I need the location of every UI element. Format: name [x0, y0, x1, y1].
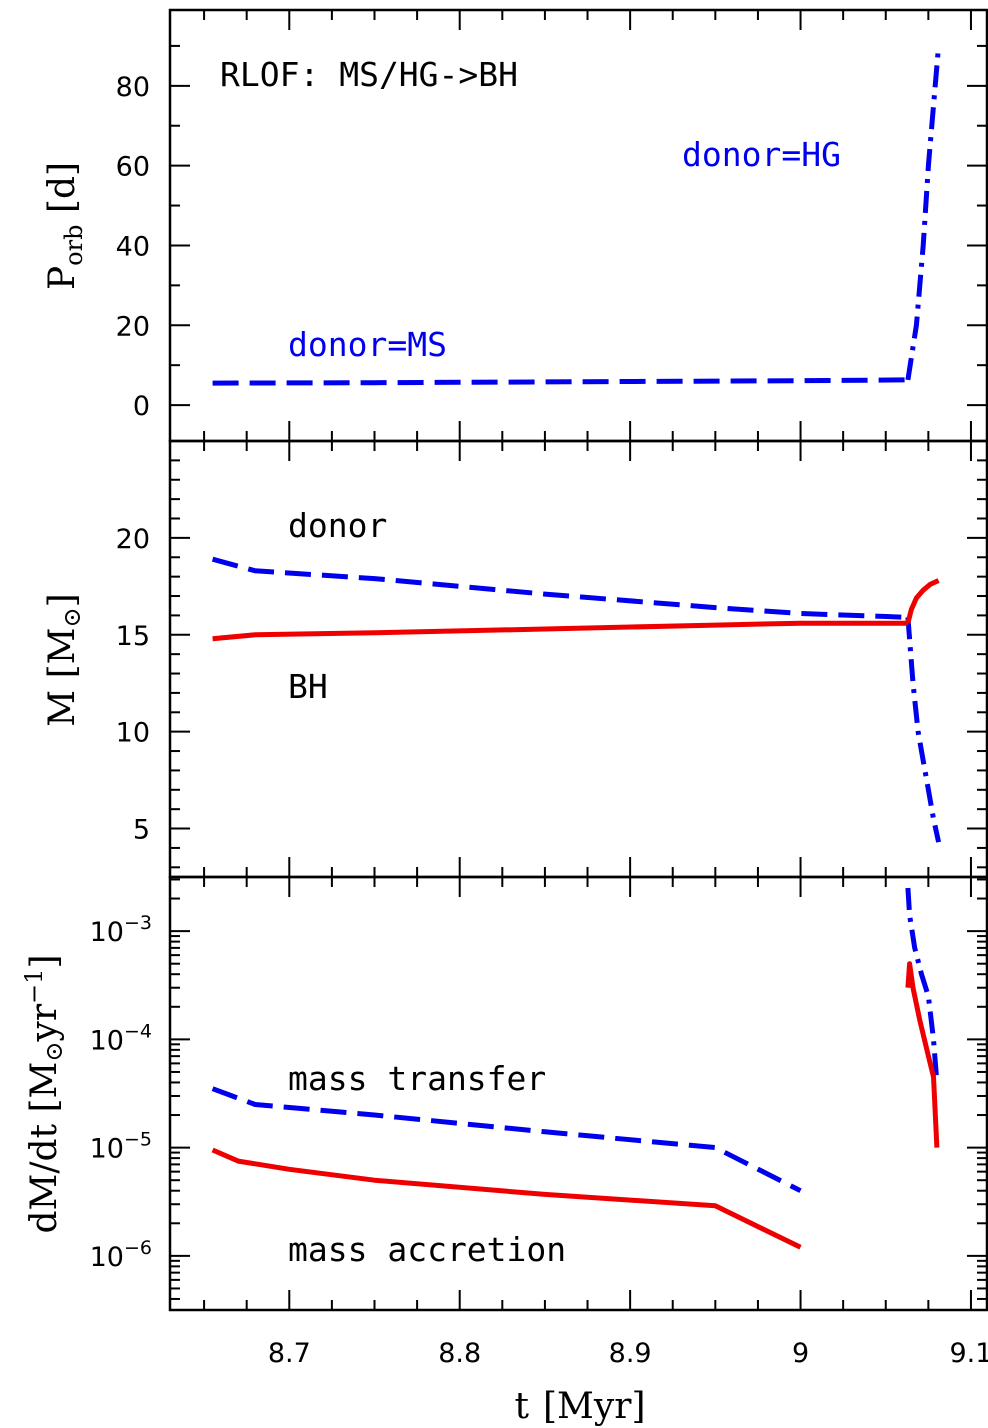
ylabel-porb-sub: orb — [60, 225, 88, 266]
y-tick-label: 0 — [133, 391, 150, 422]
ylabel-mass-unit: [M — [42, 627, 83, 678]
y-tick-base: 10 — [90, 1134, 124, 1165]
y-tick-exp: −3 — [124, 912, 152, 934]
y-tick-label: 80 — [116, 72, 150, 103]
y-tick-label: 10−3 — [90, 912, 152, 948]
x-tick-label: 8.7 — [268, 1338, 311, 1369]
y-tick-label: 5 — [133, 815, 150, 846]
x-tick-label: 8.8 — [438, 1338, 481, 1369]
annotation-donor-hg: donor=HG — [682, 135, 841, 174]
series-mdot-mass-accretion-2 — [211, 1147, 802, 1250]
frame-mdot — [168, 875, 988, 1312]
y-tick-base: 10 — [90, 917, 124, 948]
xlabel-unit: [Myr] — [543, 1386, 646, 1427]
y-tick-label: 60 — [116, 152, 150, 183]
y-tick-label: 10−5 — [90, 1129, 152, 1165]
y-tick-label: 20 — [116, 311, 150, 342]
y-tick-base: 10 — [90, 1242, 124, 1273]
ylabel-porb-base: P — [42, 266, 83, 290]
annotation-mass-transfer: mass transfer — [288, 1059, 546, 1098]
y-tick-label: 15 — [116, 621, 150, 652]
y-tick-label: 20 — [116, 524, 150, 555]
annotation-title: RLOF: MS/HG->BH — [220, 55, 518, 94]
annotation-mass-accretion: mass accretion — [288, 1230, 566, 1269]
annotation-bh: BH — [288, 667, 328, 706]
ylabel-mdot-sun: ⊙ — [40, 1041, 68, 1061]
y-tick-label: 10−4 — [90, 1020, 152, 1056]
ylabel-mdot-unit: yr — [24, 1003, 65, 1042]
series-mdot-mass-transfer-1 — [905, 887, 940, 1083]
ylabel-mdot-main: dM/dt [M — [24, 1062, 65, 1234]
ylabel-porb: Porb [d] — [42, 162, 88, 290]
annotation-donor-ms: donor=MS — [288, 325, 447, 364]
y-tick-label: 40 — [116, 231, 150, 262]
x-tick-label: 8.9 — [609, 1338, 652, 1369]
x-tick-labels: 8.7 8.8 8.9 9 9.1 — [268, 1338, 988, 1369]
ylabel-mdot-exp: −1 — [20, 969, 48, 1004]
y-tick-label: 10−6 — [90, 1237, 152, 1273]
series-porb-donor-hg-1 — [905, 45, 942, 381]
panel-mdot: 10−610−510−410−3 — [90, 875, 988, 1312]
ylabel-porb-unit: [d] — [42, 162, 83, 225]
series-porb-donor-ms-0 — [212, 377, 908, 386]
ylabel-mass-close: ] — [42, 593, 83, 607]
x-tick-label: 9.1 — [949, 1338, 988, 1369]
series-mass-bh-3 — [905, 578, 940, 624]
series-mass-bh-2 — [212, 620, 908, 642]
y-tick-exp: −5 — [124, 1129, 152, 1151]
ylabel-mass: M [M⊙] — [42, 593, 86, 726]
panel-mass: 5 10 15 20 — [116, 439, 988, 879]
y-tick-base: 10 — [90, 1025, 124, 1056]
xlabel: t [Myr] — [515, 1386, 646, 1427]
series-mass-donor-1 — [905, 617, 942, 843]
x-tick-label: 9 — [792, 1338, 809, 1369]
y-tick-label: 10 — [116, 718, 150, 749]
ylabel-mdot: dM/dt [M⊙yr−1] — [20, 955, 68, 1234]
ylabel-mass-main: M — [42, 678, 83, 726]
xlabel-main: t — [515, 1386, 530, 1427]
y-tick-exp: −4 — [124, 1020, 152, 1042]
ylabel-mdot-close: ] — [24, 955, 65, 969]
y-tick-exp: −6 — [124, 1237, 152, 1259]
series-mdot-mass-accretion-3 — [905, 961, 940, 1148]
series-mass-donor-0 — [211, 556, 908, 620]
ylabel-mass-sun: ⊙ — [58, 607, 86, 627]
series-mdot-mass-transfer-0 — [211, 1086, 802, 1193]
annotation-donor: donor — [288, 506, 387, 545]
